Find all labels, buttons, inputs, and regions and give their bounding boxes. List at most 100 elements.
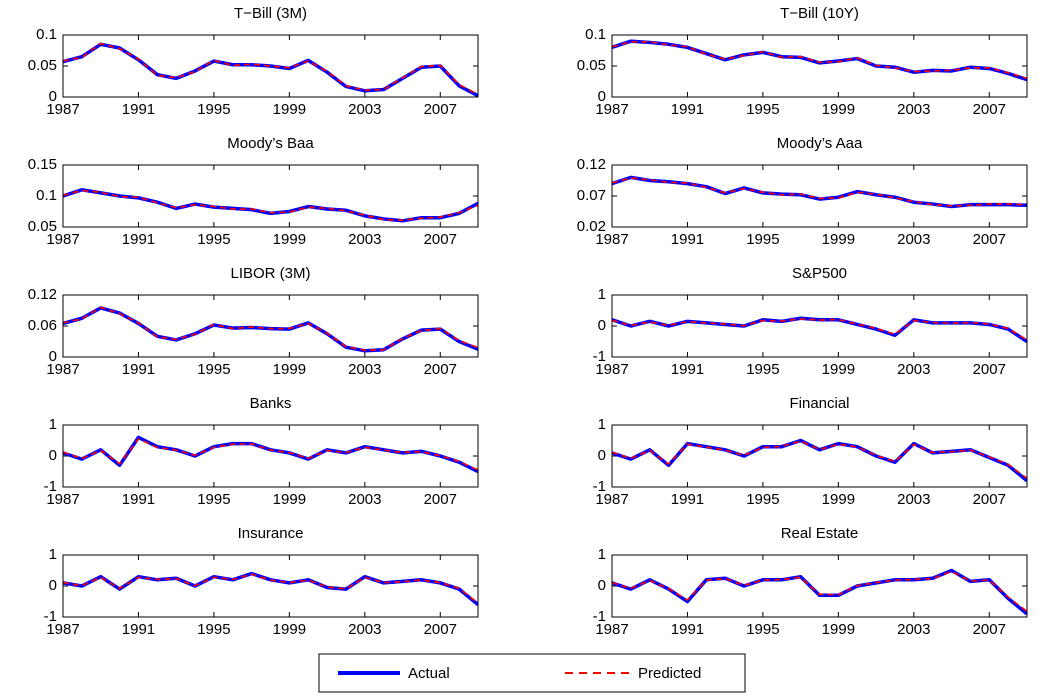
x-tick-label: 2003 xyxy=(348,231,381,248)
x-tick-label: 1987 xyxy=(595,491,628,508)
subplot: Moody’s Aaa 0.02 0.07 0.12 1987 1991 1995 1999 2… xyxy=(577,135,1028,248)
y-tick-label: 0.15 xyxy=(28,156,57,173)
subplot: Real Estate -1 0 1 1987 1991 1995 1999 2003 2007 xyxy=(593,525,1028,638)
axes-frame xyxy=(611,164,1028,228)
y-tick-label: 0.1 xyxy=(36,26,57,43)
subplot-title: Real Estate xyxy=(781,525,859,542)
y-tick-label: -1 xyxy=(44,478,57,495)
subplot: Moody’s Baa 0.05 0.1 0.15 1987 1991 1995 1999 20… xyxy=(28,135,479,248)
x-tick-label: 1999 xyxy=(273,621,306,638)
x-tick-label: 1987 xyxy=(595,621,628,638)
x-tick-label: 2007 xyxy=(973,231,1006,248)
x-tick-label: 2003 xyxy=(897,361,930,378)
plot-area xyxy=(612,438,1027,483)
series-line xyxy=(612,177,1027,207)
x-tick-label: 1991 xyxy=(671,101,704,118)
x-tick-label: 1995 xyxy=(197,621,230,638)
x-tick-label: 2007 xyxy=(424,491,457,508)
x-tick-label: 1995 xyxy=(746,361,779,378)
x-tick-label: 1999 xyxy=(822,361,855,378)
y-tick-label: 0.05 xyxy=(28,57,57,74)
x-tick-label: 1991 xyxy=(122,361,155,378)
series-line xyxy=(63,42,478,97)
y-tick-label: 0.07 xyxy=(577,187,606,204)
axes-frame xyxy=(611,554,1028,618)
subplot: Financial -1 0 1 1987 1991 1995 1999 2003 2007 xyxy=(593,395,1028,508)
x-tick-label: 1991 xyxy=(671,361,704,378)
series-line xyxy=(63,306,478,352)
x-tick-label: 1987 xyxy=(46,491,79,508)
y-tick-label: 0.05 xyxy=(28,218,57,235)
plot-area xyxy=(63,571,478,606)
subplot: T−Bill (3M) 0 0.05 0.1 1987 1991 1995 1999 2003 2… xyxy=(28,5,479,118)
axes-frame xyxy=(62,164,479,228)
x-tick-label: 2003 xyxy=(348,491,381,508)
axes-frame xyxy=(62,294,479,358)
y-tick-label: 1 xyxy=(598,286,606,303)
subplot-title: T−Bill (3M) xyxy=(234,5,307,22)
axes-frame xyxy=(62,424,479,488)
x-tick-label: 1991 xyxy=(122,491,155,508)
x-tick-label: 2003 xyxy=(897,621,930,638)
x-tick-label: 1987 xyxy=(595,361,628,378)
x-tick-label: 1987 xyxy=(46,621,79,638)
y-tick-label: 0 xyxy=(49,88,57,105)
y-tick-label: 0 xyxy=(598,577,606,594)
x-tick-label: 1995 xyxy=(197,491,230,508)
y-tick-label: -1 xyxy=(44,608,57,625)
x-tick-label: 1995 xyxy=(746,491,779,508)
series-line xyxy=(63,438,478,471)
subplot: S&P500 -1 0 1 1987 1991 1995 1999 2003 2007 xyxy=(593,265,1028,378)
x-tick-label: 1991 xyxy=(122,231,155,248)
subplot: Insurance -1 0 1 1987 1991 1995 1999 2003 2007 xyxy=(44,525,479,638)
subplot-title: Moody’s Aaa xyxy=(777,135,863,152)
axes-frame xyxy=(62,34,479,98)
x-tick-label: 2003 xyxy=(348,361,381,378)
x-tick-label: 2007 xyxy=(973,101,1006,118)
series-line xyxy=(612,570,1027,613)
x-tick-label: 1987 xyxy=(595,231,628,248)
x-tick-label: 1999 xyxy=(822,621,855,638)
x-tick-label: 1987 xyxy=(46,361,79,378)
x-tick-label: 2003 xyxy=(348,101,381,118)
subplot-title: Financial xyxy=(789,395,849,412)
subplot: Banks -1 0 1 1987 1991 1995 1999 2003 2007 xyxy=(44,395,479,508)
x-tick-label: 2007 xyxy=(424,101,457,118)
subplot-title: Moody’s Baa xyxy=(227,135,314,152)
x-tick-label: 1999 xyxy=(822,231,855,248)
axes-frame xyxy=(611,294,1028,358)
y-tick-label: 0.06 xyxy=(28,317,57,334)
y-tick-label: 1 xyxy=(598,416,606,433)
x-tick-label: 2007 xyxy=(973,621,1006,638)
y-tick-label: 0.12 xyxy=(28,286,57,303)
x-tick-label: 1999 xyxy=(822,101,855,118)
y-tick-label: 0.02 xyxy=(577,218,606,235)
series-line xyxy=(612,440,1027,479)
y-tick-label: 0 xyxy=(598,88,606,105)
x-tick-label: 1991 xyxy=(122,101,155,118)
legend-label: Predicted xyxy=(638,665,701,682)
x-tick-label: 2007 xyxy=(424,231,457,248)
y-tick-label: 1 xyxy=(49,416,57,433)
axes-frame xyxy=(62,554,479,618)
x-tick-label: 2007 xyxy=(973,491,1006,508)
x-tick-label: 1991 xyxy=(671,621,704,638)
x-tick-label: 2003 xyxy=(897,231,930,248)
subplot: LIBOR (3M) 0 0.06 0.12 1987 1991 1995 1999 2003 2… xyxy=(28,265,479,378)
subplot-title: S&P500 xyxy=(792,265,847,282)
y-tick-label: 0 xyxy=(49,577,57,594)
x-tick-label: 1999 xyxy=(273,231,306,248)
subplot-title: Insurance xyxy=(238,525,304,542)
legend-label: Actual xyxy=(408,665,450,682)
legend: Actual Predicted xyxy=(318,653,746,693)
plot-area xyxy=(63,188,478,223)
x-tick-label: 1995 xyxy=(197,361,230,378)
x-tick-label: 1999 xyxy=(822,491,855,508)
axes-frame xyxy=(611,424,1028,488)
x-tick-label: 2007 xyxy=(424,361,457,378)
y-tick-label: 0.05 xyxy=(577,57,606,74)
x-tick-label: 1995 xyxy=(746,101,779,118)
plot-area xyxy=(612,175,1027,209)
